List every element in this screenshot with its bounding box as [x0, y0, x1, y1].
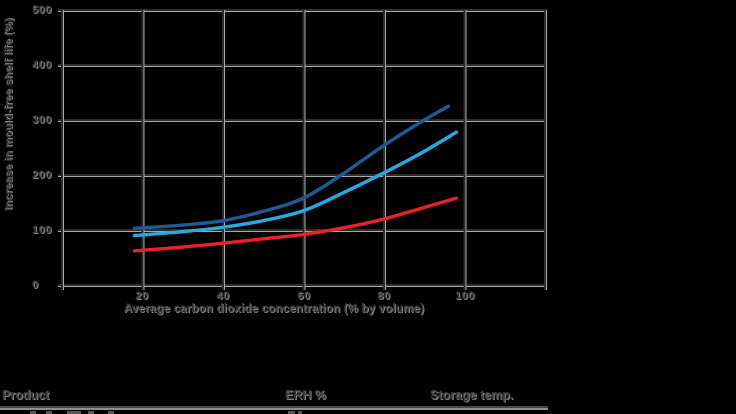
- table-header-erh: ERH %: [285, 388, 326, 402]
- table-header-rule: [0, 406, 548, 408]
- y-tick-label: 100: [32, 224, 52, 236]
- x-tick-label: 100: [455, 290, 475, 302]
- x-tick-label: 80: [377, 290, 391, 302]
- table-header-product: Product: [2, 388, 50, 402]
- y-tick-label: 400: [32, 59, 52, 71]
- x-tick-label: 40: [216, 290, 230, 302]
- y-tick-label: 500: [32, 4, 52, 16]
- table-header-storage-temp: Storage temp.: [430, 388, 514, 402]
- y-tick-label: 300: [32, 114, 52, 126]
- dark-blue-curve: [132, 104, 451, 231]
- red-curve: [132, 196, 459, 253]
- plot-area: [58, 9, 547, 290]
- light-blue-curve: [132, 130, 459, 238]
- y-tick-label: 0: [32, 279, 39, 291]
- y-tick-label: 200: [32, 169, 52, 181]
- x-tick-label: 60: [297, 290, 311, 302]
- x-axis-title: Average carbon dioxide concentration (% …: [123, 303, 425, 315]
- x-tick-label: 20: [135, 290, 149, 302]
- y-axis-title: Increase in mould-free shelf life (%): [3, 18, 15, 212]
- table-row-clipped: [0, 411, 548, 414]
